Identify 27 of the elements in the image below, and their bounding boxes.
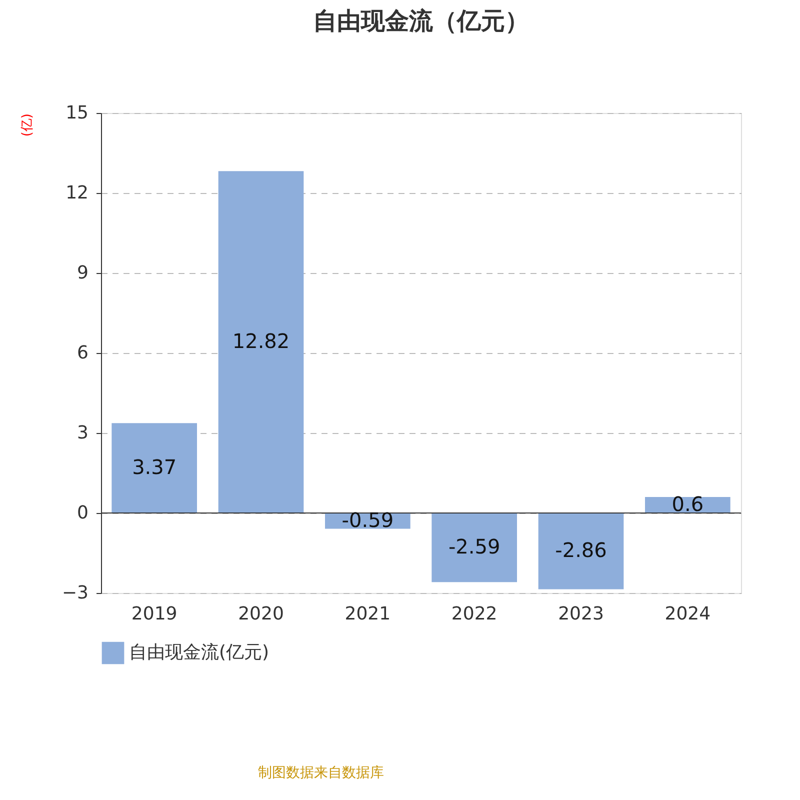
legend-label: 自由现金流(亿元)	[129, 642, 270, 663]
y-tick-label: 15	[66, 102, 88, 124]
x-tick-label: 2022	[451, 604, 498, 624]
x-tick-label: 2020	[238, 604, 284, 624]
text: 制图数据来自数据库	[258, 765, 384, 781]
y-tick-label: −3	[62, 582, 88, 604]
x-tick-label: 2021	[344, 604, 391, 624]
y-tick-label: 0	[77, 502, 88, 524]
chart-title: 自由现金流（亿元）	[313, 7, 529, 35]
data-label: 0.6	[672, 492, 704, 516]
bar	[538, 513, 624, 590]
data-label: -2.59	[448, 534, 500, 559]
data-label: 12.82	[232, 329, 290, 354]
bar	[112, 423, 197, 513]
data-label: -0.59	[342, 508, 394, 532]
x-tick-label: 2023	[558, 604, 604, 624]
y-tick-label: 3	[77, 422, 88, 444]
bar	[432, 513, 517, 582]
data-label: -2.86	[555, 538, 607, 562]
y-tick-label: 9	[77, 262, 88, 284]
x-tick-label: 2024	[664, 604, 711, 624]
bar	[218, 171, 304, 513]
y-axis-title: (亿)	[20, 114, 35, 137]
x-tick-label: 2019	[131, 604, 178, 624]
y-tick-label: 12	[66, 182, 88, 204]
data-label: 3.37	[132, 455, 177, 480]
y-tick-label: 6	[77, 342, 88, 364]
